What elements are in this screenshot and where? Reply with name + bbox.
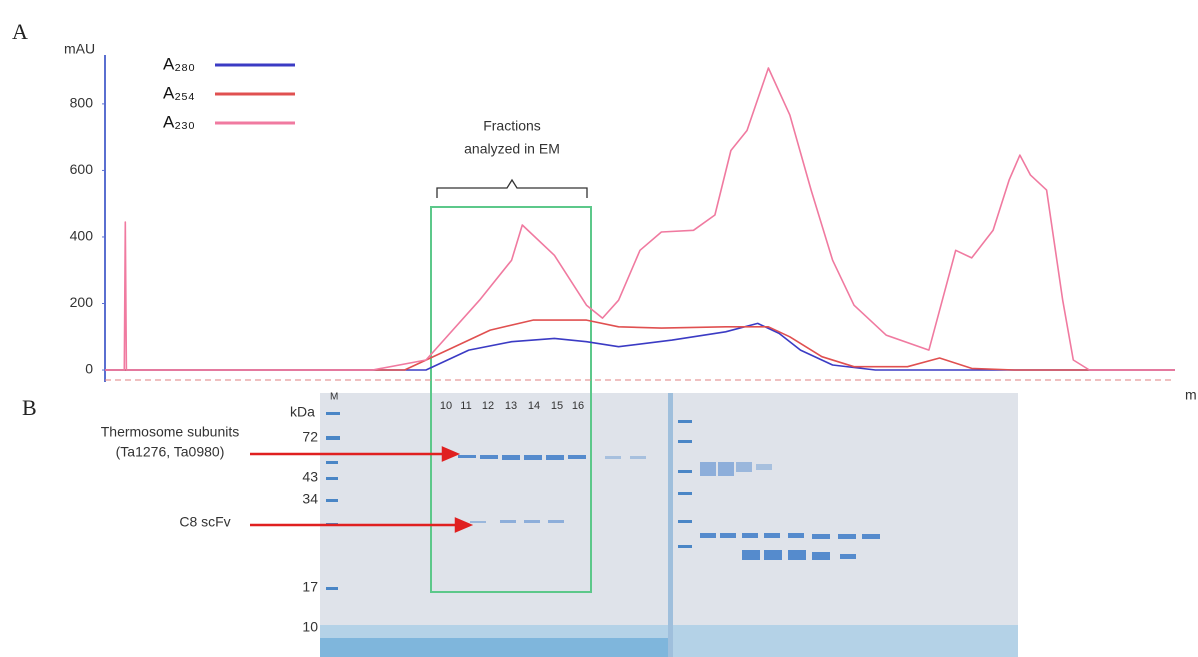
- y-tick-label: 600: [70, 161, 94, 177]
- annotation: analyzed in EM: [464, 141, 560, 157]
- y-tick-label: 400: [70, 228, 94, 244]
- marker-label: 43: [302, 469, 318, 485]
- legend-label: A₂₃₀: [163, 112, 195, 131]
- gel-unit: kDa: [290, 404, 315, 420]
- bracket: [437, 180, 587, 198]
- lane-label: 15: [551, 400, 563, 412]
- band-label: C8 scFv: [179, 514, 230, 530]
- legend-label: A₂₈₀: [163, 54, 195, 73]
- marker-label: 34: [302, 491, 318, 507]
- lane-label: M: [330, 392, 338, 403]
- series-line: [105, 68, 1175, 370]
- band-label: Thermosome subunits: [101, 424, 240, 440]
- y-tick-label: 0: [85, 361, 93, 377]
- y-axis-label: mAU: [64, 41, 95, 57]
- series-line: [105, 323, 1175, 370]
- marker-label: 72: [302, 429, 318, 445]
- marker-label: 10: [302, 619, 318, 635]
- marker-label: 17: [302, 579, 318, 595]
- figure: A B: [0, 0, 1198, 657]
- lane-label: 11: [460, 400, 471, 412]
- y-tick-label: 200: [70, 294, 94, 310]
- lane-label: 10: [440, 400, 452, 412]
- x-axis-label: m: [1185, 387, 1197, 403]
- panel-label: A: [12, 19, 28, 44]
- series-line: [105, 320, 1175, 370]
- annotation: Fractions: [483, 118, 541, 134]
- band-label: (Ta1276, Ta0980): [116, 444, 225, 460]
- lane-label: 14: [528, 400, 540, 412]
- lane-label: 12: [482, 400, 494, 412]
- lane-label: 16: [572, 400, 584, 412]
- panel-label: B: [22, 395, 37, 420]
- legend-label: A₂₅₄: [163, 83, 195, 102]
- y-tick-label: 800: [70, 95, 94, 111]
- lane-label: 13: [505, 400, 517, 412]
